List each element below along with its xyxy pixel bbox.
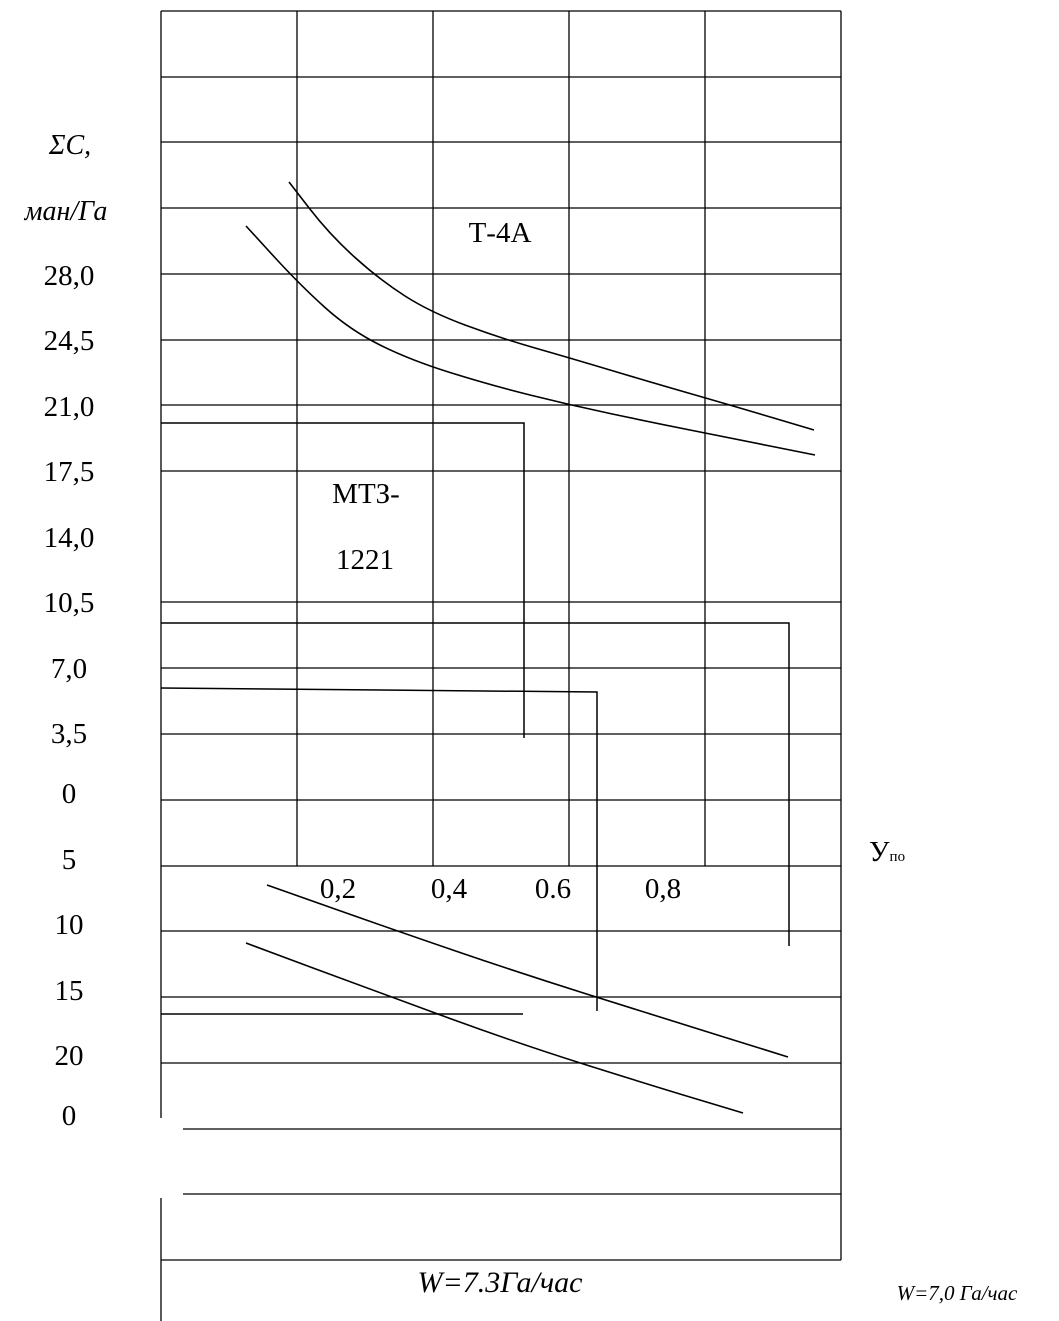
x-tick-label-3: 0,8 — [645, 873, 681, 905]
y-tick-label-9: 5 — [62, 844, 77, 876]
y-tick-label-3: 17,5 — [44, 456, 95, 488]
guide-c — [160, 687, 598, 1011]
annotation-mtz-line2: 1221 — [336, 544, 394, 576]
y-tick-label-7: 3,5 — [51, 718, 87, 750]
annotation-t4a: Т-4А — [469, 217, 532, 249]
data-curves — [245, 181, 816, 1114]
y-tick-label-8: 0 — [62, 778, 77, 810]
curve-lower-left — [266, 884, 789, 1058]
y-axis-label-line1: ΣС, — [48, 130, 91, 161]
y-tick-label-13: 0 — [62, 1100, 77, 1132]
y-axis-label-line2: ман/Га — [24, 196, 108, 227]
guide-a — [161, 422, 525, 738]
y-tick-label-5: 10,5 — [44, 587, 95, 619]
y-tick-label-0: 28,0 — [44, 260, 95, 292]
y-tick-label-12: 20 — [55, 1040, 84, 1072]
curve-t4a-lower — [245, 225, 816, 456]
y-tick-label-2: 21,0 — [44, 391, 95, 423]
labels: ΣС, ман/Га 28,0 24,5 21,0 17,5 14,0 10,5 7,0 3,5 0… — [24, 130, 1018, 1305]
annotation-w-right: W=7,0 Га/час — [897, 1281, 1018, 1305]
curve-lower-right — [245, 942, 744, 1114]
guide-lines — [160, 422, 790, 1015]
y-tick-label-6: 7,0 — [51, 653, 87, 685]
y-tick-label-11: 15 — [55, 975, 84, 1007]
grid — [160, 10, 842, 1321]
annotation-w-bottom: W=7.3Га/час — [417, 1266, 582, 1299]
y-tick-label-4: 14,0 — [44, 522, 95, 554]
annotation-mtz-line1: МТЗ- — [332, 478, 400, 510]
guide-b — [161, 622, 790, 946]
x-axis-label: Упо — [869, 836, 905, 868]
x-tick-label-2: 0.6 — [535, 873, 571, 905]
x-tick-label-0: 0,2 — [320, 873, 356, 905]
y-tick-label-10: 10 — [55, 909, 84, 941]
x-tick-label-1: 0,4 — [431, 873, 468, 905]
y-tick-label-1: 24,5 — [44, 325, 95, 357]
curve-t4a-upper — [288, 181, 815, 431]
